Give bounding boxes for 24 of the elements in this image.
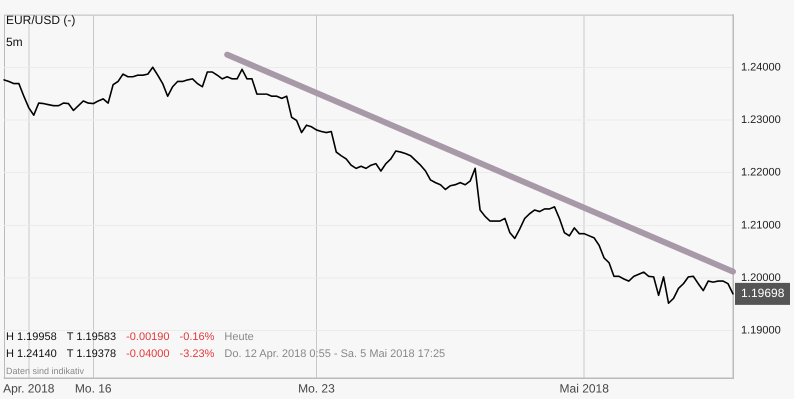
y-tick-label: 1.21000 (741, 219, 781, 232)
annotation: H 1.19958 (6, 331, 57, 343)
y-tick-label: 1.19000 (741, 324, 781, 337)
y-tick-label: 1.22000 (741, 166, 781, 179)
annotation: Heute (224, 331, 255, 343)
annotation: -3.23% (180, 348, 214, 360)
text: 5m (6, 35, 23, 49)
chart-title: EUR/USD (-) (6, 13, 76, 27)
annotation: H 1.24140 (6, 348, 57, 360)
annotation: Daten sind indikativ (6, 366, 84, 376)
x-tick-label: Apr. 2018 (3, 382, 55, 396)
x-tick-label: Mo. 23 (298, 382, 336, 396)
annotation: Do. 12 Apr. 2018 0:55 - Sa. 5 Mai 2018 17:25 (224, 348, 446, 360)
annotation: T 1.19583 (66, 331, 116, 343)
y-tick-label: 1.23000 (741, 114, 781, 126)
annotation: -0.04000 (126, 348, 170, 360)
y-tick-label: 1.24000 (741, 61, 781, 74)
x-tick-label: Mai 2018 (560, 382, 610, 396)
annotation: -0.16% (180, 331, 214, 343)
annotation: -0.00190 (126, 331, 170, 343)
x-tick-label: Mo. 16 (74, 382, 112, 396)
data-label: 1.19698 (741, 286, 785, 300)
y-tick-label: 1.20000 (741, 272, 781, 284)
annotation: T 1.19378 (66, 348, 116, 360)
